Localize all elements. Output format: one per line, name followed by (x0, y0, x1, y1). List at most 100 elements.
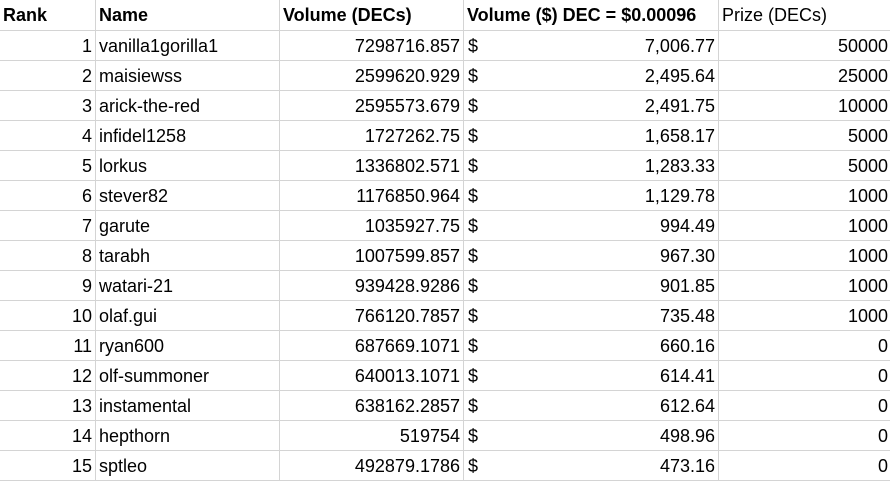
volume-decs-cell[interactable]: 939428.9286 (280, 271, 464, 301)
volume-usd-cell[interactable]: $1,129.78 (464, 181, 719, 211)
currency-symbol: $ (468, 426, 479, 446)
rank-cell[interactable]: 3 (0, 91, 96, 121)
prize-cell[interactable]: 0 (719, 421, 890, 451)
prize-cell[interactable]: 50000 (719, 31, 890, 61)
volume-usd-cell[interactable]: $735.48 (464, 301, 719, 331)
rank-cell[interactable]: 14 (0, 421, 96, 451)
name-cell[interactable]: olf-summoner (96, 361, 280, 391)
name-cell[interactable]: watari-21 (96, 271, 280, 301)
volume-usd-cell[interactable]: $2,491.75 (464, 91, 719, 121)
table-row: 5 lorkus 1336802.571 $1,283.33 5000 (0, 151, 890, 181)
usd-amount: 612.64 (659, 396, 715, 416)
name-cell[interactable]: lorkus (96, 151, 280, 181)
header-name[interactable]: Name (96, 0, 280, 31)
name-cell[interactable]: stever82 (96, 181, 280, 211)
usd-amount: 498.96 (659, 426, 715, 446)
volume-usd-cell[interactable]: $1,658.17 (464, 121, 719, 151)
currency-symbol: $ (468, 96, 479, 116)
table-row: 10 olaf.gui 766120.7857 $735.48 1000 (0, 301, 890, 331)
name-cell[interactable]: ryan600 (96, 331, 280, 361)
prize-cell[interactable]: 1000 (719, 211, 890, 241)
header-prize[interactable]: Prize (DECs) (719, 0, 890, 31)
name-cell[interactable]: garute (96, 211, 280, 241)
volume-usd-cell[interactable]: $660.16 (464, 331, 719, 361)
prize-cell[interactable]: 0 (719, 451, 890, 481)
table-row: 6 stever82 1176850.964 $1,129.78 1000 (0, 181, 890, 211)
header-rank[interactable]: Rank (0, 0, 96, 31)
prize-cell[interactable]: 1000 (719, 301, 890, 331)
volume-decs-cell[interactable]: 766120.7857 (280, 301, 464, 331)
table-row: 8 tarabh 1007599.857 $967.30 1000 (0, 241, 890, 271)
prize-cell[interactable]: 5000 (719, 121, 890, 151)
volume-decs-cell[interactable]: 640013.1071 (280, 361, 464, 391)
volume-decs-cell[interactable]: 7298716.857 (280, 31, 464, 61)
rank-cell[interactable]: 15 (0, 451, 96, 481)
name-cell[interactable]: arick-the-red (96, 91, 280, 121)
volume-usd-cell[interactable]: $1,283.33 (464, 151, 719, 181)
volume-decs-cell[interactable]: 687669.1071 (280, 331, 464, 361)
rank-cell[interactable]: 5 (0, 151, 96, 181)
rank-cell[interactable]: 9 (0, 271, 96, 301)
name-cell[interactable]: tarabh (96, 241, 280, 271)
usd-amount: 1,658.17 (644, 126, 715, 146)
rank-cell[interactable]: 2 (0, 61, 96, 91)
volume-usd-cell[interactable]: $7,006.77 (464, 31, 719, 61)
rank-cell[interactable]: 13 (0, 391, 96, 421)
prize-cell[interactable]: 5000 (719, 151, 890, 181)
name-cell[interactable]: vanilla1gorilla1 (96, 31, 280, 61)
volume-usd-cell[interactable]: $967.30 (464, 241, 719, 271)
currency-symbol: $ (468, 186, 479, 206)
name-cell[interactable]: infidel1258 (96, 121, 280, 151)
volume-usd-cell[interactable]: $612.64 (464, 391, 719, 421)
currency-symbol: $ (468, 216, 479, 236)
prize-cell[interactable]: 0 (719, 391, 890, 421)
volume-decs-cell[interactable]: 1035927.75 (280, 211, 464, 241)
usd-amount: 7,006.77 (644, 36, 715, 56)
usd-amount: 473.16 (659, 456, 715, 476)
volume-usd-cell[interactable]: $498.96 (464, 421, 719, 451)
table-row: 13 instamental 638162.2857 $612.64 0 (0, 391, 890, 421)
volume-decs-cell[interactable]: 2599620.929 (280, 61, 464, 91)
volume-usd-cell[interactable]: $2,495.64 (464, 61, 719, 91)
rank-cell[interactable]: 7 (0, 211, 96, 241)
rank-cell[interactable]: 1 (0, 31, 96, 61)
volume-usd-cell[interactable]: $994.49 (464, 211, 719, 241)
name-cell[interactable]: hepthorn (96, 421, 280, 451)
usd-amount: 1,129.78 (644, 186, 715, 206)
table-body: 1 vanilla1gorilla1 7298716.857 $7,006.77 500… (0, 31, 890, 481)
volume-decs-cell[interactable]: 492879.1786 (280, 451, 464, 481)
header-volume-usd[interactable]: Volume ($) DEC = $0.00096 (464, 0, 719, 31)
name-cell[interactable]: maisiewss (96, 61, 280, 91)
prize-cell[interactable]: 1000 (719, 271, 890, 301)
prize-cell[interactable]: 1000 (719, 181, 890, 211)
volume-decs-cell[interactable]: 1336802.571 (280, 151, 464, 181)
prize-cell[interactable]: 10000 (719, 91, 890, 121)
name-cell[interactable]: olaf.gui (96, 301, 280, 331)
prize-cell[interactable]: 1000 (719, 241, 890, 271)
rank-cell[interactable]: 12 (0, 361, 96, 391)
currency-symbol: $ (468, 336, 479, 356)
name-cell[interactable]: instamental (96, 391, 280, 421)
prize-cell[interactable]: 0 (719, 361, 890, 391)
volume-usd-cell[interactable]: $473.16 (464, 451, 719, 481)
rank-cell[interactable]: 10 (0, 301, 96, 331)
volume-decs-cell[interactable]: 638162.2857 (280, 391, 464, 421)
rank-cell[interactable]: 8 (0, 241, 96, 271)
header-volume-decs[interactable]: Volume (DECs) (280, 0, 464, 31)
volume-decs-cell[interactable]: 1007599.857 (280, 241, 464, 271)
currency-symbol: $ (468, 36, 479, 56)
prize-cell[interactable]: 0 (719, 331, 890, 361)
volume-usd-cell[interactable]: $901.85 (464, 271, 719, 301)
volume-decs-cell[interactable]: 1176850.964 (280, 181, 464, 211)
rank-cell[interactable]: 6 (0, 181, 96, 211)
volume-decs-cell[interactable]: 519754 (280, 421, 464, 451)
rank-cell[interactable]: 4 (0, 121, 96, 151)
currency-symbol: $ (468, 126, 479, 146)
volume-decs-cell[interactable]: 1727262.75 (280, 121, 464, 151)
rank-cell[interactable]: 11 (0, 331, 96, 361)
volume-decs-cell[interactable]: 2595573.679 (280, 91, 464, 121)
prize-cell[interactable]: 25000 (719, 61, 890, 91)
volume-usd-cell[interactable]: $614.41 (464, 361, 719, 391)
name-cell[interactable]: sptleo (96, 451, 280, 481)
table-row: 14 hepthorn 519754 $498.96 0 (0, 421, 890, 451)
